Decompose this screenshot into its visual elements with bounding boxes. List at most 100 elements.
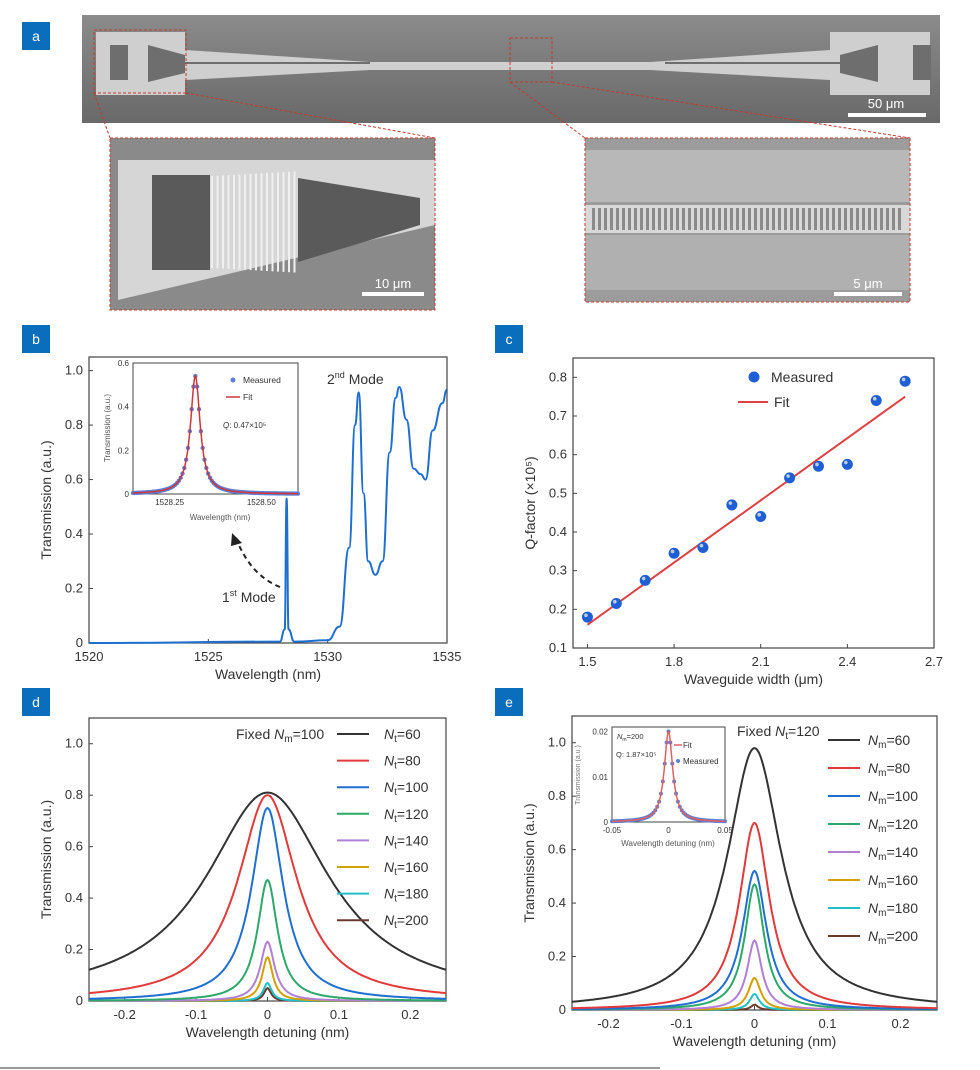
x-tick-label: -0.1 [670, 1016, 692, 1031]
y-tick-label: 0.3 [549, 563, 567, 578]
grating-tooth [886, 208, 889, 230]
series-line [572, 821, 937, 1010]
grating-tooth [784, 208, 787, 230]
scale-bar-label: 5 μm [853, 276, 882, 291]
data-point-highlight [613, 599, 617, 604]
y-tick-label: 1.0 [548, 735, 566, 750]
y-tick-label: 0.1 [549, 640, 567, 655]
series-line [89, 940, 446, 1002]
grating-tooth [892, 208, 895, 230]
grating-tooth [808, 208, 811, 230]
x-axis-label: Wavelength (nm) [215, 666, 321, 682]
legend-label: Nt=120 [384, 806, 429, 825]
series-line [572, 869, 937, 1011]
inset-frame [611, 726, 726, 823]
x-tick-label: 1.8 [665, 654, 683, 669]
scale-bar-label: 50 μm [868, 96, 904, 111]
data-point-highlight [872, 396, 877, 401]
grating-tooth [802, 208, 805, 230]
data-point [639, 574, 651, 586]
legend-label: Nt=200 [384, 912, 429, 931]
grating-tooth [778, 208, 781, 230]
data-point [610, 598, 622, 610]
grating-tooth [688, 208, 691, 230]
data-point [812, 460, 824, 472]
x-tick-label: 2.4 [838, 654, 856, 669]
legend-label: Nt=80 [384, 753, 421, 772]
grating-tooth [670, 208, 673, 230]
inset-x-tick-label: 1528.50 [247, 498, 276, 507]
grating-tooth [712, 208, 715, 230]
x-tick-label: 1.5 [578, 654, 596, 669]
legend-label: Nt=100 [384, 779, 429, 798]
grating-tooth [850, 208, 853, 230]
chart-d: -0.2 -0.1 0 0.1 0.2 0 0.2 0.4 0.6 0.8 1.0 Wavelengt… [38, 717, 447, 1040]
fit-line [133, 374, 298, 495]
scale-bar-label: 10 μm [375, 276, 411, 291]
grating-tooth [748, 208, 751, 230]
y-axis-label: Transmission (a.u.) [38, 800, 54, 919]
sem-main-image: 50 μm [82, 15, 940, 123]
grating-tooth [640, 208, 643, 230]
x-tick-label: 2.1 [752, 654, 770, 669]
x-tick-label: -0.1 [185, 1007, 207, 1022]
legend-label: Nm=200 [868, 928, 918, 947]
y-axis-label: Transmission (a.u.) [521, 803, 537, 922]
grating-tooth [856, 208, 859, 230]
fit-line [612, 730, 725, 823]
mode2-annotation: 2nd Mode [327, 370, 384, 387]
inset-x-label: Wavelength detuning (nm) [621, 839, 715, 848]
legend-label: Nt=180 [384, 886, 429, 905]
grating-tooth [766, 208, 769, 230]
sem-inset-right: 5 μm [584, 137, 911, 303]
data-point [755, 511, 767, 523]
legend-measured-label: Measured [683, 757, 719, 766]
grating-tooth [730, 208, 733, 230]
data-point-highlight [641, 576, 646, 581]
series-line [89, 955, 446, 1002]
grating-tooth [754, 208, 757, 230]
y-tick-label: 0 [76, 993, 83, 1008]
y-axis-label: Transmission (a.u.) [38, 440, 54, 559]
q-annotation: Q: 0.47×10⁵ [223, 421, 266, 430]
data-point [899, 375, 911, 387]
panel-label-c: c [495, 325, 523, 353]
grating-tooth [760, 208, 763, 230]
panel-label-a: a [22, 22, 50, 50]
grating-tooth [832, 208, 835, 230]
grating-tooth [700, 208, 703, 230]
series-line [89, 806, 446, 1000]
legend-measured-label: Measured [243, 375, 281, 385]
chart-e: -0.2 -0.1 0 0.1 0.2 0 0.2 0.4 0.6 0.8 1.0 Wavelengt… [521, 715, 938, 1049]
inset-n-label: Nm=200 [617, 732, 644, 743]
plot-frame [88, 356, 448, 644]
mode1-annotation: 1st Mode [222, 588, 276, 605]
x-tick-label: 1530 [313, 649, 342, 664]
legend-label: Nm=160 [868, 872, 918, 891]
y-tick-label: 1.0 [65, 363, 83, 378]
inset-y-tick-label: 0.01 [592, 773, 608, 782]
data-point-highlight [815, 462, 819, 467]
x-axis-label: Wavelength detuning (nm) [673, 1033, 837, 1049]
x-tick-label: 1525 [194, 649, 223, 664]
grating-tooth [664, 208, 667, 230]
series-line [571, 747, 938, 1003]
grating-tooth [820, 208, 823, 230]
x-tick-label: 0 [264, 1007, 271, 1022]
y-tick-label: 0 [76, 635, 83, 650]
data-point [841, 458, 853, 470]
q-annotation: Q: 1.87×10⁵ [616, 750, 656, 759]
grating-tooth [790, 208, 793, 230]
data-point [668, 547, 680, 559]
inset-y-tick-label: 0.6 [118, 359, 130, 368]
legend-label: Nm=180 [868, 900, 918, 919]
fit-line [586, 395, 906, 626]
y-tick-label: 0.6 [65, 839, 83, 854]
data-point [726, 499, 738, 511]
x-tick-label: 0.2 [891, 1016, 909, 1031]
y-tick-label: 0.6 [548, 842, 566, 857]
inset-x-tick-label: 0 [666, 826, 671, 835]
inset-y-label: Transmission (a.u.) [575, 745, 582, 805]
legend-label: Nt=160 [384, 859, 429, 878]
panel-label-d: d [22, 688, 50, 716]
